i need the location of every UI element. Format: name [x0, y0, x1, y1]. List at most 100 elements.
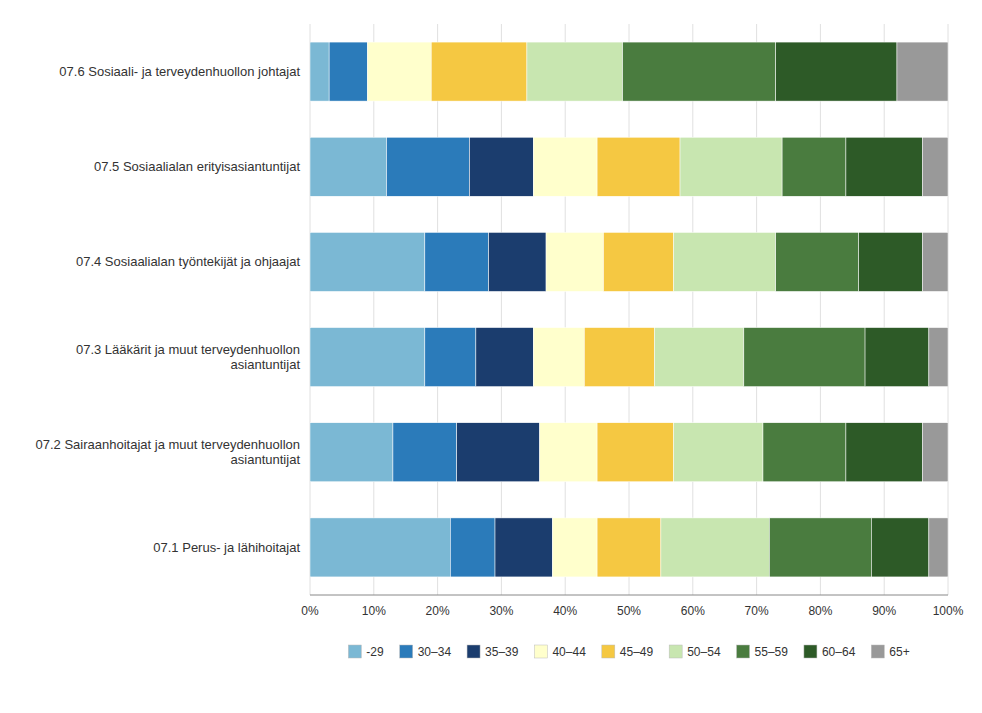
legend-item: 65+ — [871, 645, 909, 659]
legend-label: 45–49 — [620, 645, 654, 659]
category-label-line: 07.2 Sairaanhoitajat ja muut terveydenhu… — [35, 437, 300, 452]
bar-segment — [846, 423, 923, 482]
category-label: 07.1 Perus- ja lähihoitajat — [153, 540, 300, 555]
x-tick-label: 90% — [872, 604, 896, 618]
bar-segment — [603, 232, 673, 291]
x-tick-label: 40% — [553, 604, 577, 618]
bar-segment — [540, 423, 597, 482]
legend-label: 55–59 — [755, 645, 789, 659]
grid-line — [629, 24, 630, 595]
bar-segment — [680, 137, 782, 196]
x-tick-label: 60% — [681, 604, 705, 618]
category-label-line: 07.6 Sosiaali- ja terveydenhuollon johta… — [59, 64, 300, 79]
category-label-line: asiantuntijat — [231, 452, 301, 467]
bar-segment — [776, 42, 897, 101]
bar-segment — [597, 137, 680, 196]
bar-segment — [763, 423, 846, 482]
bar-segment — [584, 328, 654, 387]
legend-label: 65+ — [889, 645, 909, 659]
category-label-line: 07.1 Perus- ja lähihoitajat — [153, 540, 300, 555]
bar-segment — [310, 328, 425, 387]
legend-swatch — [400, 645, 413, 658]
grid-line — [373, 24, 374, 595]
legend-swatch — [669, 645, 682, 658]
bar-segment — [674, 423, 763, 482]
bar-segment — [310, 137, 387, 196]
bar-segment — [929, 518, 948, 577]
category-label: 07.5 Sosiaalialan erityisasiantuntijat — [94, 159, 300, 174]
legend-swatch — [534, 645, 547, 658]
legend-label: 50–54 — [687, 645, 721, 659]
bar-segment — [470, 137, 534, 196]
bar-segment — [310, 518, 450, 577]
grid-line — [501, 24, 502, 595]
bar-segment — [329, 42, 367, 101]
category-label: 07.4 Sosiaalialan työntekijät ja ohjaaja… — [76, 254, 300, 269]
category-label: 07.3 Lääkärit ja muut terveydenhuollonas… — [76, 342, 300, 372]
bar-segment — [425, 232, 489, 291]
grid — [310, 24, 948, 595]
legend-label: -29 — [366, 645, 384, 659]
category-label-line: asiantuntijat — [231, 357, 301, 372]
legend-item: 60–64 — [804, 645, 856, 659]
bar-segment — [425, 328, 476, 387]
bar-segment — [310, 232, 425, 291]
bar-segment — [674, 232, 776, 291]
x-tick-label: 10% — [362, 604, 386, 618]
grid-line — [820, 24, 821, 595]
bar-segment — [450, 518, 495, 577]
grid-line — [948, 24, 949, 595]
legend-item: 45–49 — [602, 645, 654, 659]
category-label-line: 07.3 Lääkärit ja muut terveydenhuollon — [76, 342, 300, 357]
bar-segment — [431, 42, 527, 101]
x-axis: 0%10%20%30%40%50%60%70%80%90%100% — [301, 604, 963, 618]
x-tick-label: 0% — [301, 604, 319, 618]
grid-line — [437, 24, 438, 595]
bar-segment — [744, 328, 865, 387]
category-label: 07.6 Sosiaali- ja terveydenhuollon johta… — [59, 64, 300, 79]
legend-item: 30–34 — [400, 645, 452, 659]
bar-segment — [527, 42, 623, 101]
y-axis: 07.1 Perus- ja lähihoitajat 07.2 Sairaanh… — [35, 64, 300, 555]
grid-line — [692, 24, 693, 595]
bar-segment — [533, 328, 584, 387]
grid-line — [310, 24, 311, 595]
bar-segment — [387, 137, 470, 196]
bar-segment — [597, 518, 661, 577]
bar-segment — [457, 423, 540, 482]
x-axis-line — [310, 595, 948, 596]
bar-segment — [476, 328, 533, 387]
bar-segment — [623, 42, 776, 101]
category-label: 07.2 Sairaanhoitajat ja muut terveydenhu… — [35, 437, 300, 467]
bar-segment — [655, 328, 744, 387]
bar-segment — [782, 137, 846, 196]
x-tick-label: 50% — [617, 604, 641, 618]
legend-item: 55–59 — [737, 645, 789, 659]
legend-item: 35–39 — [467, 645, 519, 659]
legend-item: 50–54 — [669, 645, 721, 659]
bar-segment — [871, 518, 928, 577]
grid-line — [884, 24, 885, 595]
bar-segment — [846, 137, 923, 196]
legend-item: 40–44 — [534, 645, 586, 659]
bar-segment — [929, 328, 948, 387]
chart: 0%10%20%30%40%50%60%70%80%90%100%07.1 Pe… — [0, 0, 982, 713]
legend-label: 60–64 — [822, 645, 856, 659]
bar-segment — [922, 423, 948, 482]
category-label-line: 07.4 Sosiaalialan työntekijät ja ohjaaja… — [76, 254, 300, 269]
x-tick-label: 30% — [489, 604, 513, 618]
x-tick-label: 80% — [808, 604, 832, 618]
bar-segment — [922, 232, 948, 291]
bar-segment — [552, 518, 597, 577]
bar-segment — [533, 137, 597, 196]
bar-segment — [310, 423, 393, 482]
x-tick-label: 100% — [933, 604, 964, 618]
bar-segment — [597, 423, 674, 482]
legend-label: 40–44 — [552, 645, 586, 659]
legend-swatch — [602, 645, 615, 658]
legend-swatch — [348, 645, 361, 658]
bar-segment — [769, 518, 871, 577]
bar-segment — [495, 518, 552, 577]
bar-segment — [310, 42, 329, 101]
bar-segment — [546, 232, 603, 291]
